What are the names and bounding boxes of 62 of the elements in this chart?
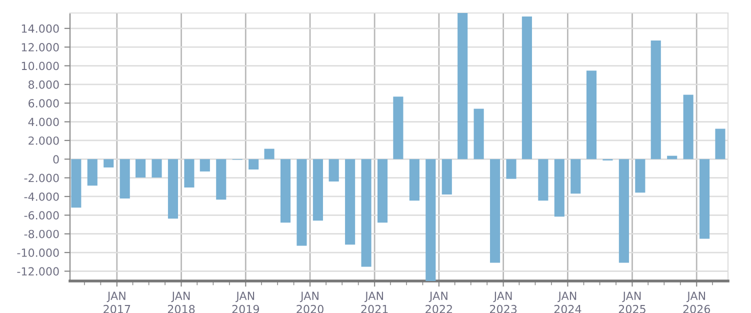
bar [635, 159, 646, 193]
bar [120, 159, 130, 199]
x-tick-label: JAN 2017 [104, 292, 130, 313]
bar [296, 159, 307, 246]
x-tick-label: JAN 2023 [490, 292, 517, 313]
bar [248, 159, 259, 170]
bar [618, 159, 629, 263]
bar [650, 40, 661, 160]
bar [87, 159, 98, 186]
bar [152, 159, 162, 178]
x-tick-label: JAN 2019 [232, 292, 260, 313]
bar [683, 94, 694, 160]
bar [538, 159, 548, 201]
y-tick-label: -10.000 [17, 248, 59, 257]
y-tick-label: 4.000 [28, 118, 59, 126]
bar [200, 159, 210, 172]
bar [361, 159, 372, 267]
bar [104, 159, 114, 168]
y-tick-label: 8.000 [28, 80, 59, 89]
bar [168, 159, 178, 219]
bar [312, 159, 323, 221]
y-tick-label: -6.000 [24, 211, 59, 220]
y-tick-label: 14.000 [22, 24, 59, 33]
y-tick-label: -8.000 [24, 230, 59, 238]
bar [136, 159, 146, 178]
bar [474, 108, 484, 160]
bar [280, 159, 291, 223]
bar [570, 159, 581, 194]
bar [328, 159, 339, 182]
y-tick-label: -2.000 [24, 174, 59, 182]
bar [426, 159, 436, 281]
x-tick-label: JAN 2024 [554, 292, 582, 313]
x-tick-label: JAN 2018 [168, 292, 195, 313]
bar [522, 16, 532, 160]
y-tick-label: -4.000 [24, 192, 59, 201]
y-tick-label: 10.000 [22, 62, 59, 70]
bar [715, 128, 726, 160]
y-tick-label: -12.000 [17, 267, 59, 276]
bar [458, 13, 468, 160]
bar [442, 159, 452, 195]
x-tick-label: JAN 2020 [296, 292, 324, 313]
y-tick-label: 0 [53, 155, 59, 164]
bar [345, 159, 356, 245]
bar [700, 159, 710, 239]
x-tick-label: JAN 2026 [683, 292, 710, 313]
x-tick-label: JAN 2025 [618, 292, 646, 313]
bar [264, 148, 274, 160]
y-tick-label: 2.000 [28, 136, 59, 145]
x-tick-label: JAN 2022 [426, 292, 452, 313]
bar [490, 159, 500, 263]
bar [184, 159, 194, 188]
x-tick-label: JAN 2021 [361, 292, 388, 313]
bar [586, 70, 597, 160]
bar [393, 96, 404, 160]
bar [216, 159, 226, 200]
bar [409, 159, 420, 201]
bar [71, 159, 82, 208]
bar [506, 159, 516, 179]
bar [554, 159, 564, 217]
y-tick-label: 6.000 [28, 99, 59, 108]
y-tick-label: 12.000 [22, 43, 59, 52]
bar [377, 159, 388, 223]
